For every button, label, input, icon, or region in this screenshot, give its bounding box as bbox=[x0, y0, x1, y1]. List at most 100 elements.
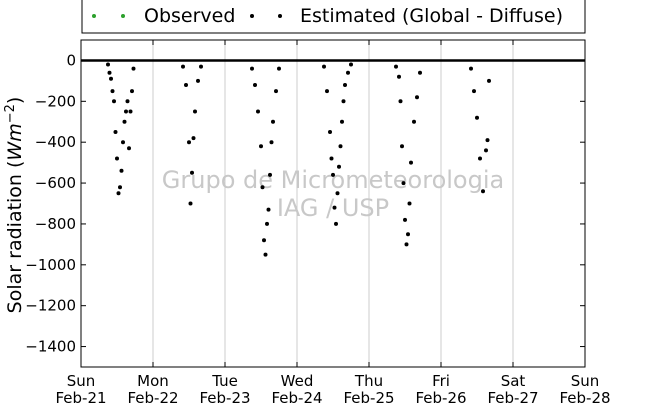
data-point-series-1 bbox=[122, 119, 127, 124]
data-point-series-1 bbox=[485, 138, 490, 143]
data-point-series-1 bbox=[487, 78, 491, 83]
data-point-series-1 bbox=[256, 109, 260, 114]
data-point-series-1 bbox=[334, 221, 338, 226]
data-point-series-1 bbox=[109, 76, 113, 81]
x-tick-label-day: Thu bbox=[354, 372, 383, 390]
data-point-series-1 bbox=[349, 62, 353, 67]
data-point-series-1 bbox=[340, 119, 344, 124]
legend: Observed Estimated (Global - Diffuse) bbox=[81, 0, 586, 34]
x-axis-ticks: SunFeb-21MonFeb-22TueFeb-23WedFeb-24ThuF… bbox=[55, 40, 611, 407]
data-point-series-1 bbox=[124, 109, 128, 114]
legend-box bbox=[81, 0, 586, 34]
data-point-series-1 bbox=[107, 70, 112, 75]
data-point-series-1 bbox=[263, 252, 268, 257]
data-point-series-1 bbox=[325, 89, 329, 94]
x-tick-label-day: Tue bbox=[211, 372, 238, 390]
data-point-series-1 bbox=[478, 156, 482, 161]
y-tick-label: −400 bbox=[35, 133, 76, 151]
data-point-series-1 bbox=[337, 164, 341, 169]
data-point-series-1 bbox=[115, 156, 119, 161]
data-point-series-1 bbox=[277, 66, 281, 71]
x-tick-label-date: Feb-23 bbox=[199, 389, 250, 407]
y-tick-label: −600 bbox=[35, 174, 76, 192]
data-point-series-1 bbox=[412, 119, 416, 124]
data-point-series-1 bbox=[266, 207, 271, 212]
legend-observed-label: Observed bbox=[144, 5, 235, 27]
data-point-series-1 bbox=[407, 201, 412, 206]
data-point-series-1 bbox=[253, 83, 257, 87]
data-point-series-1 bbox=[403, 217, 407, 222]
legend-estimated-marker-2 bbox=[278, 14, 282, 18]
y-tick-label: −1000 bbox=[25, 256, 76, 274]
data-point-series-1 bbox=[181, 64, 185, 69]
data-point-series-1 bbox=[265, 221, 269, 226]
data-point-series-1 bbox=[271, 119, 275, 124]
data-point-series-1 bbox=[131, 66, 136, 71]
data-point-series-1 bbox=[268, 172, 272, 177]
data-point-series-1 bbox=[130, 89, 134, 94]
data-point-series-1 bbox=[188, 201, 193, 206]
data-point-series-1 bbox=[196, 78, 200, 83]
data-point-series-1 bbox=[119, 168, 124, 173]
y-tick-label: −200 bbox=[35, 92, 76, 110]
data-point-series-1 bbox=[269, 140, 274, 145]
data-point-series-1 bbox=[260, 185, 265, 190]
data-point-series-1 bbox=[484, 148, 488, 153]
data-point-series-1 bbox=[341, 99, 346, 104]
data-point-series-1 bbox=[274, 89, 278, 94]
legend-estimated-label: Estimated (Global - Diffuse) bbox=[300, 5, 563, 27]
x-tick-label-date: Feb-22 bbox=[127, 389, 178, 407]
data-point-series-1 bbox=[329, 156, 334, 161]
legend-estimated-marker-1 bbox=[250, 14, 254, 18]
data-point-series-1 bbox=[406, 232, 410, 237]
data-point-series-1 bbox=[469, 66, 473, 71]
data-point-series-1 bbox=[199, 64, 203, 69]
data-points bbox=[106, 62, 491, 257]
y-tick-label: −1400 bbox=[25, 338, 76, 356]
data-point-series-1 bbox=[259, 144, 263, 149]
x-tick-label-day: Sun bbox=[67, 372, 96, 390]
data-point-series-1 bbox=[398, 99, 403, 104]
data-point-series-1 bbox=[400, 144, 404, 149]
data-point-series-1 bbox=[472, 89, 476, 94]
data-point-series-1 bbox=[121, 140, 125, 145]
x-tick-label-date: Feb-25 bbox=[343, 389, 394, 407]
x-tick-label-date: Feb-21 bbox=[55, 389, 106, 407]
x-tick-label-day: Wed bbox=[281, 372, 314, 390]
y-axis-label: Solar radiation (Wm−2) bbox=[3, 97, 26, 314]
data-point-series-1 bbox=[110, 89, 115, 94]
data-point-series-1 bbox=[343, 83, 347, 87]
vertical-grid bbox=[152, 40, 514, 367]
data-point-series-1 bbox=[128, 109, 133, 114]
data-point-series-1 bbox=[127, 146, 131, 151]
data-point-series-1 bbox=[346, 70, 350, 75]
data-point-series-1 bbox=[191, 136, 196, 141]
x-tick-label-date: Feb-28 bbox=[559, 389, 610, 407]
data-point-series-1 bbox=[401, 181, 406, 186]
data-point-series-1 bbox=[481, 189, 485, 194]
data-point-series-1 bbox=[262, 238, 266, 243]
data-point-series-1 bbox=[322, 64, 326, 69]
data-point-series-1 bbox=[184, 83, 188, 87]
data-point-series-1 bbox=[250, 66, 254, 71]
data-point-series-1 bbox=[125, 99, 130, 104]
data-point-series-1 bbox=[187, 140, 191, 145]
data-point-series-1 bbox=[475, 115, 479, 120]
data-point-series-1 bbox=[415, 95, 419, 100]
data-point-series-1 bbox=[409, 160, 413, 165]
data-point-series-1 bbox=[338, 144, 343, 149]
data-point-series-1 bbox=[397, 74, 401, 79]
data-point-series-1 bbox=[328, 130, 332, 134]
plot-frame bbox=[80, 39, 586, 368]
x-tick-label-day: Fri bbox=[432, 372, 450, 390]
y-tick-label: −800 bbox=[35, 215, 76, 233]
y-tick-label: 0 bbox=[66, 51, 76, 69]
legend-observed-marker-1 bbox=[92, 14, 96, 18]
data-point-series-1 bbox=[112, 99, 116, 104]
data-point-series-1 bbox=[116, 191, 121, 196]
x-tick-label-date: Feb-26 bbox=[415, 389, 466, 407]
x-tick-label-day: Mon bbox=[137, 372, 169, 390]
data-point-series-1 bbox=[331, 172, 335, 177]
data-point-series-1 bbox=[404, 242, 409, 247]
